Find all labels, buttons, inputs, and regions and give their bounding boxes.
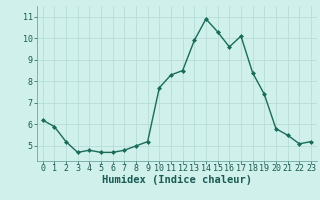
X-axis label: Humidex (Indice chaleur): Humidex (Indice chaleur)	[102, 175, 252, 185]
